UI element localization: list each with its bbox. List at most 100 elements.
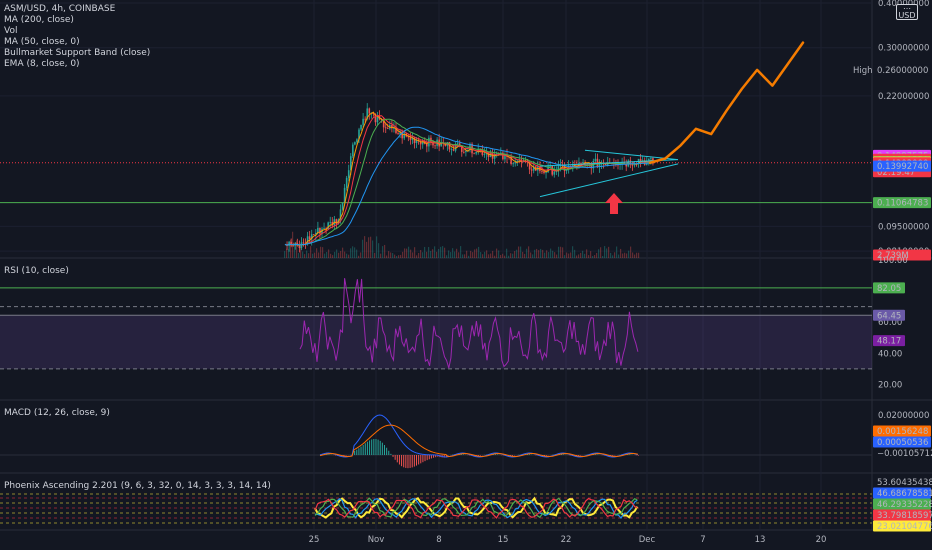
volume-bar	[450, 252, 452, 258]
volume-bar	[396, 255, 398, 258]
volume-bar	[548, 252, 550, 258]
macd-histogram-bar	[371, 439, 373, 455]
candle-body	[504, 154, 506, 160]
macd-histogram-bar	[364, 443, 366, 455]
candle-body	[460, 145, 463, 152]
candle-body	[549, 165, 551, 167]
candle-body	[440, 142, 443, 147]
macd-histogram-bar	[597, 454, 599, 455]
volume-bar	[520, 246, 522, 258]
phoenix-badge-label: 23.02104776	[877, 522, 932, 532]
volume-bar	[386, 255, 388, 258]
volume-bar	[420, 249, 422, 258]
macd-histogram-bar	[366, 441, 368, 455]
rsi-tick-label: 60.00	[878, 318, 902, 328]
volume-bar	[424, 246, 426, 258]
volume-bar	[558, 246, 560, 258]
volume-bar	[546, 250, 548, 258]
macd-pane[interactable]	[0, 414, 872, 469]
volume-bar	[536, 248, 538, 258]
volume-bar	[398, 255, 400, 258]
macd-histogram-bar	[561, 454, 563, 455]
volume-bar	[628, 250, 630, 258]
rsi-line	[299, 278, 639, 369]
volume-bar	[468, 255, 470, 258]
volume-bar	[306, 250, 308, 258]
candle-body	[625, 164, 628, 167]
phoenix-badge-bg	[873, 487, 931, 499]
time-tick-label: 20	[816, 535, 827, 545]
volume-bar	[584, 253, 586, 258]
legend-vol[interactable]: Vol	[4, 26, 18, 36]
price-badge: 0.11064783	[873, 197, 931, 209]
rsi-badge-bg	[873, 309, 905, 321]
volume-bar	[514, 251, 516, 258]
candle-body	[362, 118, 364, 125]
macd-signal-line	[319, 424, 639, 458]
phoenix-badge: 46.29335228	[873, 498, 932, 510]
volume-bar	[460, 246, 462, 258]
volume-bar	[354, 247, 356, 258]
phoenix-oscillator-line	[314, 497, 638, 519]
macd-histogram-bar	[546, 455, 548, 456]
rsi-tick-label: 40.00	[878, 349, 902, 359]
candle-body	[522, 161, 525, 163]
volume-bar	[382, 246, 384, 258]
candle-body	[347, 170, 350, 178]
currency-button[interactable]: ⋯ USD	[896, 4, 918, 20]
volume-bar	[496, 248, 498, 258]
rsi-badge: 64.45	[873, 309, 905, 321]
macd-histogram-bar	[381, 442, 383, 455]
macd-histogram-bar	[379, 440, 381, 455]
candle-body	[432, 141, 434, 146]
candle-body	[596, 158, 599, 167]
volume-bar	[550, 248, 552, 258]
legend-ema8[interactable]: EMA (8, close, 0)	[4, 59, 80, 69]
candle-body	[339, 209, 342, 220]
volume-bar	[492, 250, 494, 258]
volume-bar	[484, 251, 486, 258]
volume-bar	[436, 251, 438, 258]
macd-histogram-bar	[394, 455, 396, 460]
phoenix-badge: 46.68678581	[873, 487, 932, 499]
volume-bar	[618, 254, 620, 258]
candle-body	[475, 151, 477, 154]
phoenix-pane[interactable]	[0, 493, 872, 524]
volume-bar	[400, 254, 402, 258]
legend-ma200[interactable]: MA (200, close)	[4, 15, 74, 25]
macd-histogram-bar	[629, 454, 631, 455]
candle-body	[395, 127, 397, 134]
candle-body	[349, 156, 352, 171]
macd-histogram-bar	[462, 454, 464, 455]
volume-bar	[594, 255, 596, 258]
candle-body	[290, 241, 292, 246]
volume-bar	[356, 249, 358, 258]
rsi-badge-label: 82.05	[877, 284, 901, 294]
candle-body	[458, 143, 461, 146]
macd-histogram-bar	[445, 455, 447, 458]
volume-bar	[526, 248, 528, 258]
macd-histogram-bar	[512, 455, 513, 456]
rsi-pane[interactable]	[0, 278, 872, 370]
volume-bar	[458, 252, 460, 258]
candle-body	[399, 131, 401, 135]
price-axis[interactable]: 0.400000000.300000000.220000000.09500000…	[853, 0, 932, 532]
price-pane[interactable]	[0, 41, 872, 258]
volume-bar	[522, 251, 524, 258]
volume-bar	[582, 250, 584, 258]
volume-bar	[402, 251, 404, 258]
volume-bar	[638, 252, 640, 258]
candle-body	[545, 172, 547, 173]
volume-bar	[442, 246, 444, 258]
macd-histogram-bar	[401, 455, 403, 467]
macd-histogram-bar	[529, 454, 531, 455]
macd-histogram-bar	[480, 455, 481, 456]
legend-ma50[interactable]: MA (50, close, 0)	[4, 37, 80, 47]
time-axis[interactable]: 25 Nov 8 15 22 Dec 7 13 20	[309, 535, 827, 545]
legend-bull-band[interactable]: Bullmarket Support Band (close)	[4, 48, 151, 58]
volume-bar	[530, 252, 532, 258]
volume-bar	[596, 252, 598, 258]
volume-bar	[362, 239, 364, 258]
volume-bar	[294, 245, 296, 258]
